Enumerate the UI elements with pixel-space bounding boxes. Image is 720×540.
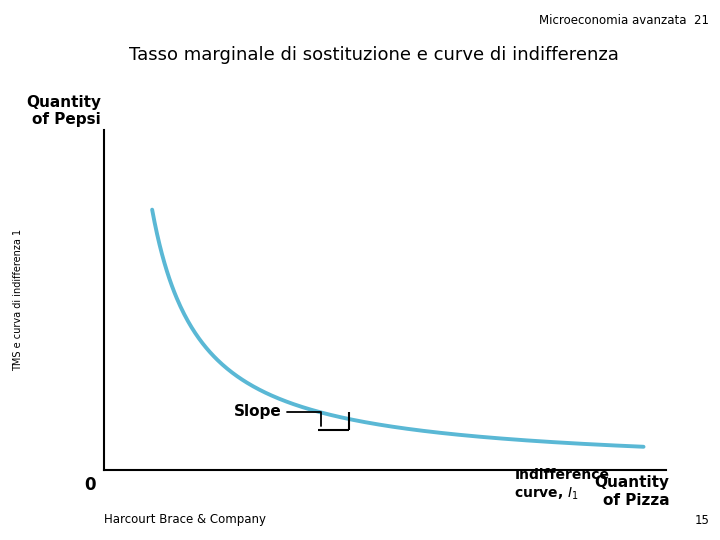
Text: Slope: Slope (233, 404, 320, 426)
Text: Microeconomia avanzata  21: Microeconomia avanzata 21 (539, 14, 709, 26)
Text: Quantity
of Pizza: Quantity of Pizza (595, 475, 670, 508)
Text: Indifference
curve, $I_1$: Indifference curve, $I_1$ (514, 468, 609, 502)
Text: 0: 0 (84, 476, 96, 494)
Text: 15: 15 (694, 514, 709, 526)
Text: Harcourt Brace & Company: Harcourt Brace & Company (104, 514, 266, 526)
Text: TMS e curva di indifferenza 1: TMS e curva di indifferenza 1 (13, 228, 23, 371)
Text: Quantity
of Pepsi: Quantity of Pepsi (26, 94, 101, 127)
Text: Tasso marginale di sostituzione e curve di indifferenza: Tasso marginale di sostituzione e curve … (130, 46, 619, 64)
